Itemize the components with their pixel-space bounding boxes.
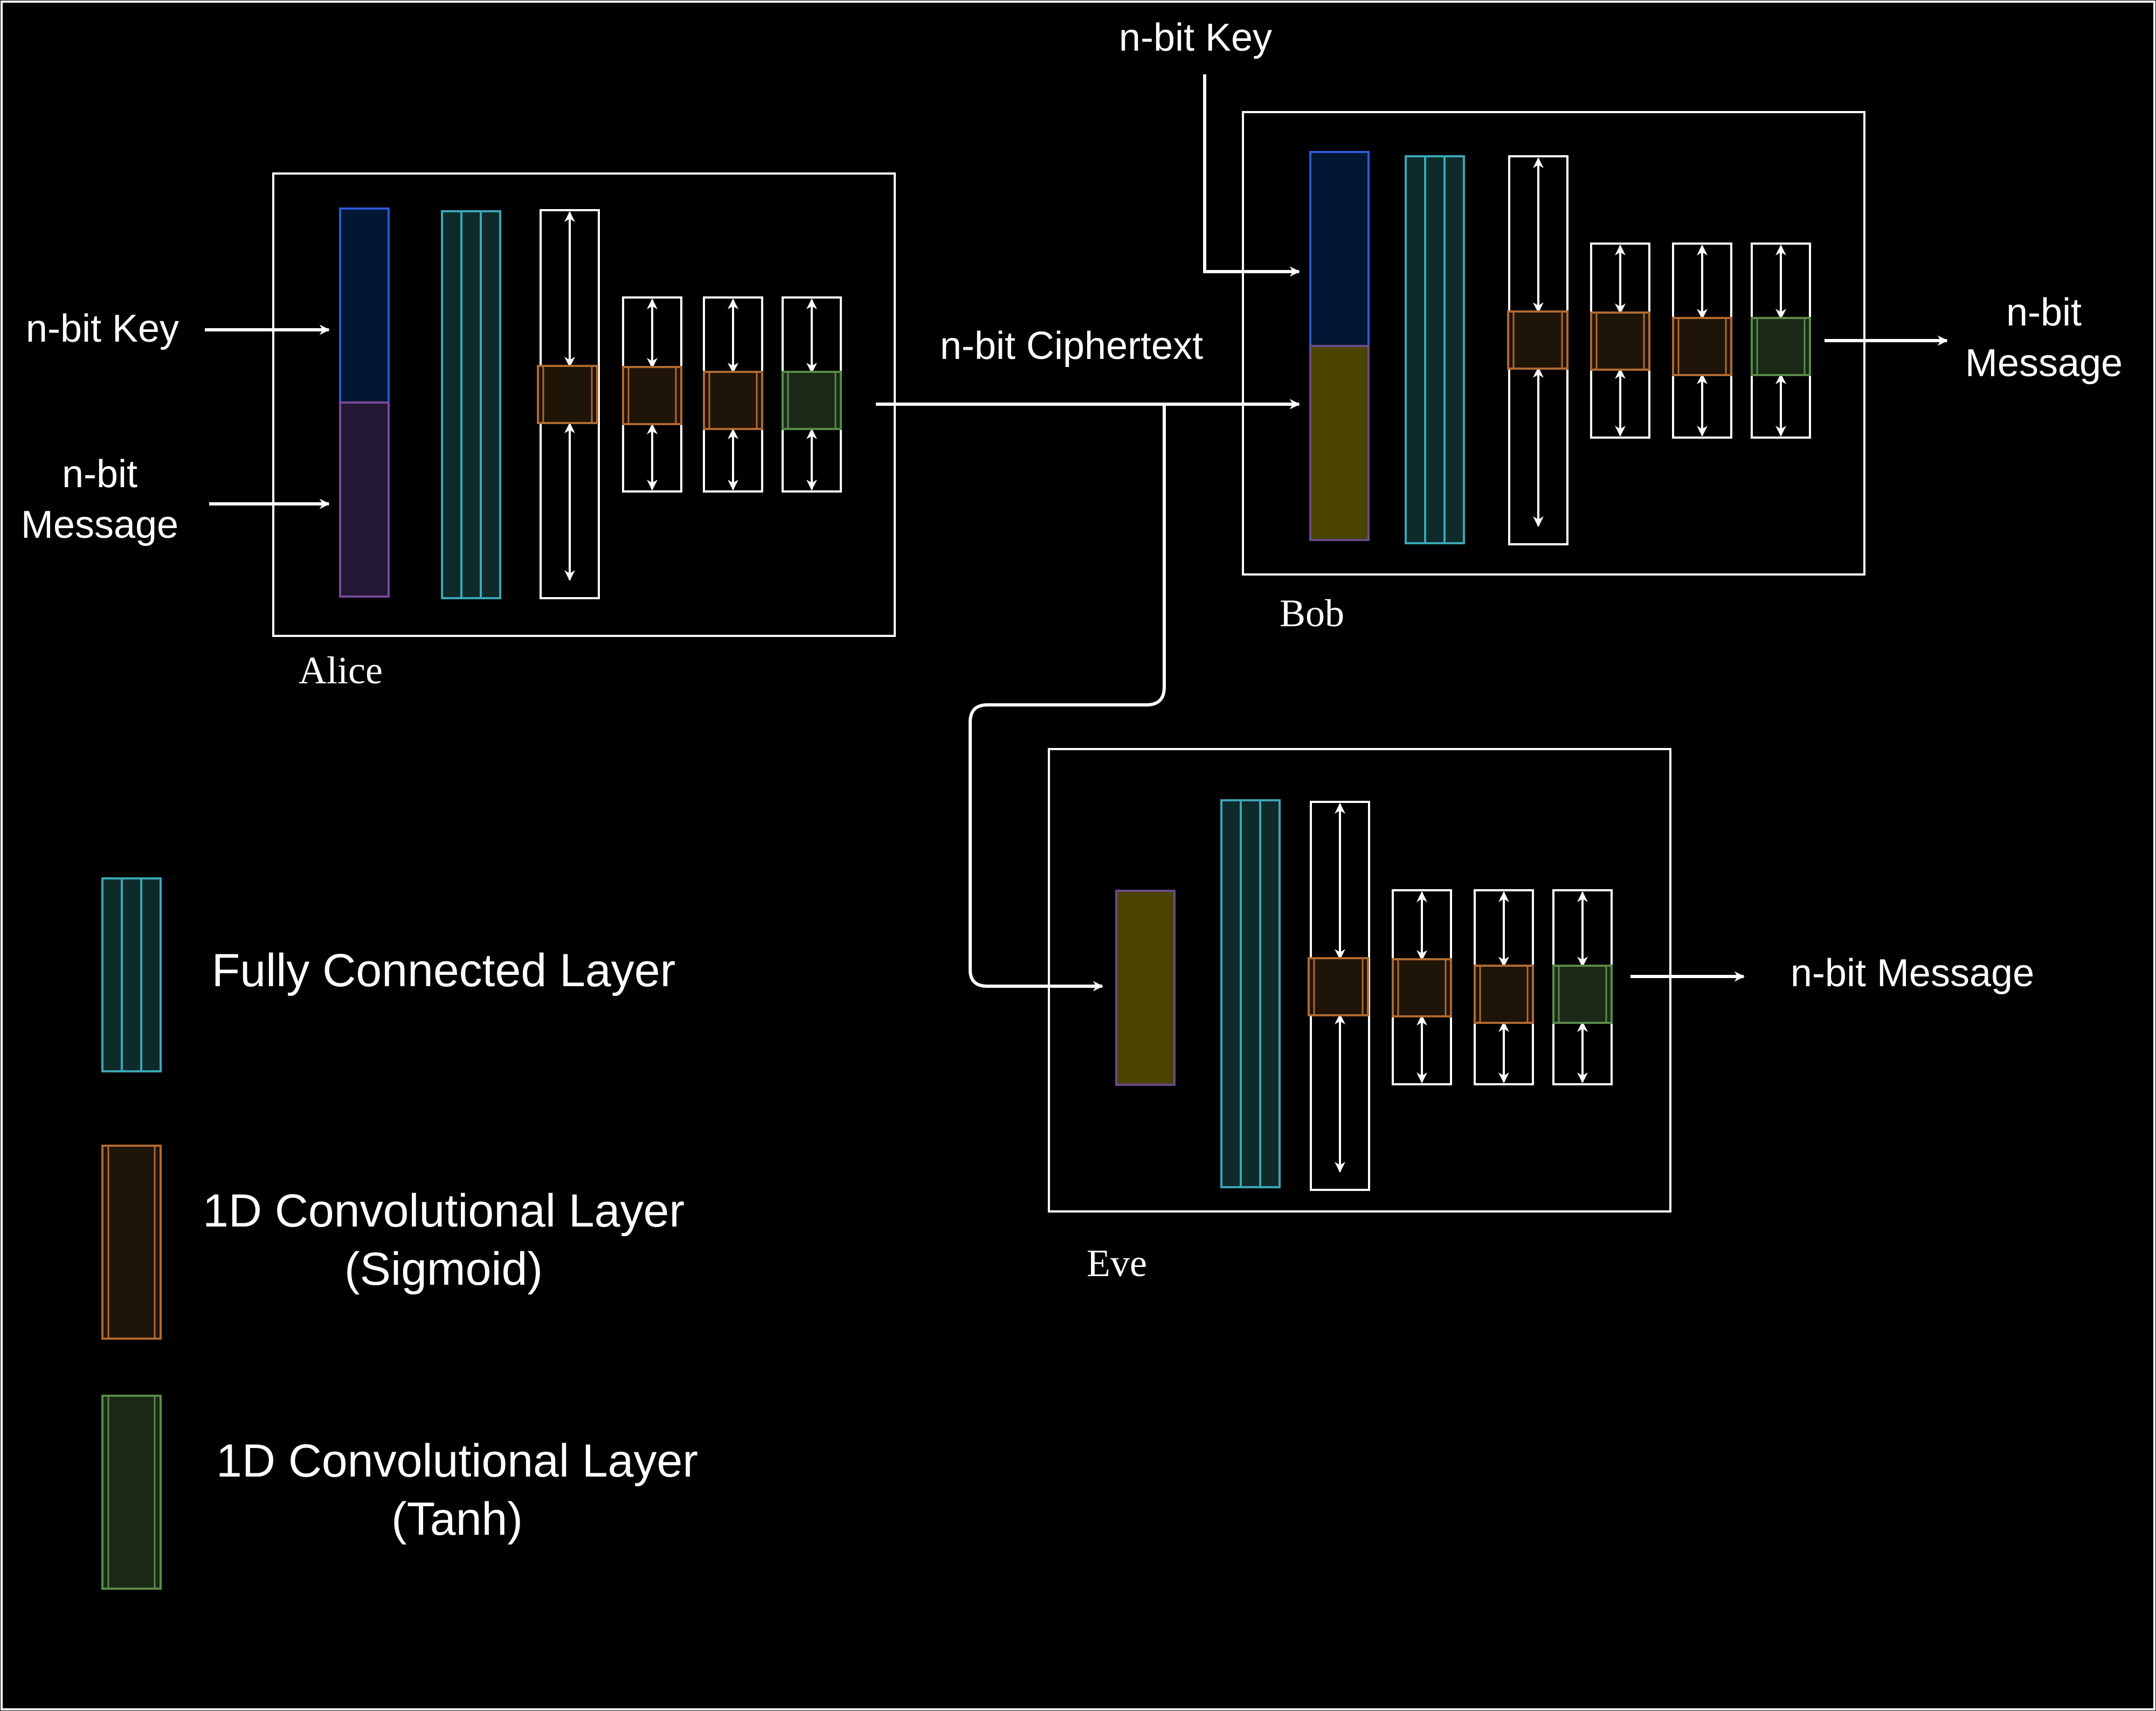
alice-network: Alice <box>272 172 896 692</box>
bob-key-arrow <box>1203 74 1300 277</box>
legend-conv-sigmoid-label-line2: (Sigmoid) <box>344 1243 543 1295</box>
alice-conv-tanh-layer <box>782 296 842 493</box>
legend-fully-connected-swatch <box>101 877 162 1072</box>
alice-conv-sigmoid-layer-1 <box>537 209 600 599</box>
alice-conv-sigmoid-layer-3 <box>703 296 763 493</box>
legend-conv-tanh-label-line2: (Tanh) <box>391 1493 523 1545</box>
alice-message-input-label-line2: Message <box>21 503 178 546</box>
alice-key-input-label: n-bit Key <box>26 307 179 350</box>
alice-message-input-label-line1: n-bit <box>62 453 137 496</box>
alice-fully-connected-layer <box>441 210 501 599</box>
bob-key-input-label: n-bit Key <box>1119 16 1272 59</box>
eve-label: Eve <box>1087 1242 1147 1285</box>
eve-conv-tanh-layer <box>1552 889 1613 1085</box>
alice-message-block <box>339 401 390 598</box>
legend: Fully Connected Layer 1D Convolutional L… <box>101 877 698 1590</box>
bob-box <box>1242 111 1865 576</box>
eve-output-label: n-bit Message <box>1791 952 2034 995</box>
alice-key-block <box>339 207 390 404</box>
ciphertext-label: n-bit Ciphertext <box>940 324 1203 368</box>
eve-box <box>1048 748 1671 1213</box>
eve-conv-sigmoid-layer-3 <box>1474 889 1534 1085</box>
bob-key-block <box>1309 151 1370 347</box>
alice-conv-sigmoid-layer-2 <box>622 296 682 493</box>
bob-conv-sigmoid-layer-2 <box>1590 243 1650 439</box>
eve-conv-sigmoid-layer-1 <box>1308 801 1370 1191</box>
bob-fully-connected-layer <box>1405 155 1465 544</box>
legend-conv-sigmoid-label-line1: 1D Convolutional Layer <box>203 1185 685 1237</box>
eve-ciphertext-block <box>1115 890 1176 1086</box>
alice-label: Alice <box>299 649 383 692</box>
eve-fully-connected-layer <box>1220 799 1281 1188</box>
bob-output-label-line1: n-bit <box>2006 291 2082 334</box>
legend-conv-tanh-swatch <box>101 1395 162 1590</box>
legend-conv-tanh-label-line1: 1D Convolutional Layer <box>216 1435 698 1487</box>
bob-ciphertext-block <box>1309 345 1370 541</box>
legend-conv-sigmoid-swatch <box>101 1145 162 1340</box>
legend-fully-connected-label: Fully Connected Layer <box>212 945 675 996</box>
bob-network: Bob <box>1242 111 1865 635</box>
bob-conv-sigmoid-layer-1 <box>1507 155 1568 545</box>
bob-label: Bob <box>1280 592 1344 635</box>
eve-conv-sigmoid-layer-2 <box>1392 889 1452 1085</box>
bob-output-label-line2: Message <box>1965 342 2123 385</box>
eve-network: Eve <box>1048 748 1671 1285</box>
ciphertext-arrow-to-eve <box>969 405 1166 992</box>
bob-conv-tanh-layer <box>1751 243 1811 439</box>
bob-conv-sigmoid-layer-3 <box>1672 243 1732 439</box>
